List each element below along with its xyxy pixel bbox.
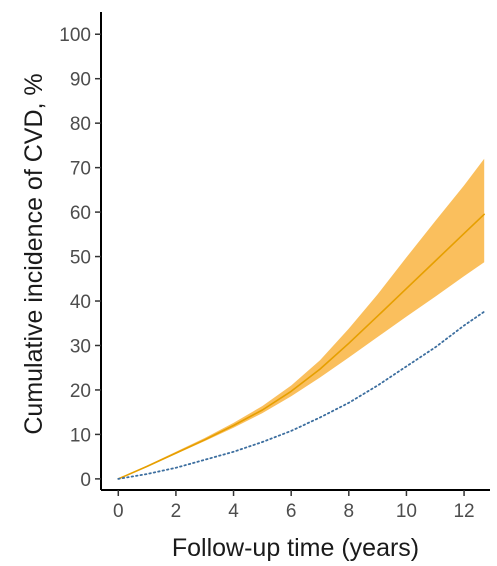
- y-axis-title: Cumulative incidence of CVD, %: [20, 73, 48, 434]
- series-line-2: [117, 310, 486, 480]
- x-tick-label: 10: [396, 501, 417, 522]
- y-tick-label: 30: [70, 336, 91, 357]
- confidence-band: [118, 158, 485, 479]
- x-tick-label: 6: [286, 501, 297, 522]
- y-tick-label: 0: [80, 470, 91, 491]
- axes-layer: [100, 12, 490, 491]
- y-tick-label: 90: [70, 70, 91, 91]
- y-tick-label: 80: [70, 114, 91, 135]
- x-tick-label: 12: [453, 501, 474, 522]
- x-axis-title: Follow-up time (years): [172, 534, 419, 562]
- tick-layer: 0 10 20 30 40 50 60 70 80 90 100 0 2 4 6 8 10 12: [59, 25, 474, 522]
- x-tick-label: 0: [113, 501, 124, 522]
- x-tick-label: 8: [344, 501, 355, 522]
- y-tick-label: 70: [70, 159, 91, 180]
- y-tick-label: 20: [70, 381, 91, 402]
- x-tick-label: 4: [228, 501, 239, 522]
- y-tick-label: 100: [59, 25, 91, 46]
- confidence-band-layer: [118, 158, 485, 479]
- y-tick-label: 60: [70, 203, 91, 224]
- y-tick-label: 40: [70, 292, 91, 313]
- y-tick-label: 50: [70, 248, 91, 269]
- y-tick-label: 10: [70, 425, 91, 446]
- x-tick-label: 2: [171, 501, 182, 522]
- series-line-1: [117, 213, 486, 480]
- series-line-layer: [117, 213, 486, 480]
